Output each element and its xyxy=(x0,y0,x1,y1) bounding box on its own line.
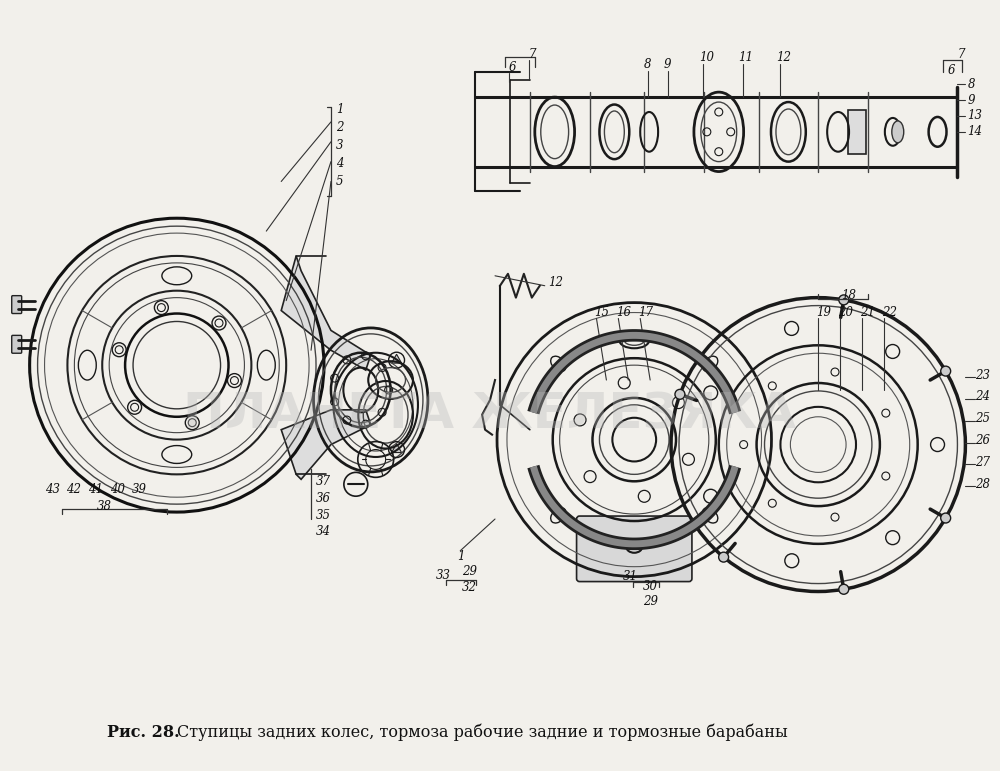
Circle shape xyxy=(941,366,951,376)
Text: 31: 31 xyxy=(623,570,638,583)
Text: 8: 8 xyxy=(644,58,652,71)
Text: 41: 41 xyxy=(88,483,103,496)
FancyBboxPatch shape xyxy=(577,516,692,581)
Polygon shape xyxy=(281,410,371,480)
Text: 12: 12 xyxy=(776,51,791,64)
Text: 6: 6 xyxy=(948,64,955,77)
Text: 4: 4 xyxy=(336,157,343,170)
Text: 2: 2 xyxy=(336,121,343,134)
Text: 24: 24 xyxy=(975,390,990,403)
Circle shape xyxy=(839,295,849,305)
Text: 16: 16 xyxy=(616,306,631,319)
Text: Рис. 28.: Рис. 28. xyxy=(107,724,180,741)
Text: 19: 19 xyxy=(816,306,831,319)
Text: 26: 26 xyxy=(975,434,990,447)
Text: 32: 32 xyxy=(462,581,477,594)
Text: 38: 38 xyxy=(97,500,112,513)
Text: 10: 10 xyxy=(699,51,714,64)
Text: 8: 8 xyxy=(967,78,975,91)
Polygon shape xyxy=(392,354,402,363)
Text: 11: 11 xyxy=(739,51,754,64)
Text: 37: 37 xyxy=(316,475,331,488)
Text: 1: 1 xyxy=(336,103,343,116)
Text: 3: 3 xyxy=(336,140,343,152)
FancyBboxPatch shape xyxy=(848,109,866,154)
Text: 28: 28 xyxy=(975,478,990,491)
Text: 1: 1 xyxy=(457,550,465,564)
Text: 21: 21 xyxy=(860,306,875,319)
Circle shape xyxy=(675,389,685,399)
Text: 20: 20 xyxy=(838,306,853,319)
Circle shape xyxy=(839,584,849,594)
Text: 5: 5 xyxy=(336,175,343,188)
Polygon shape xyxy=(392,443,402,453)
Text: 15: 15 xyxy=(594,306,609,319)
Ellipse shape xyxy=(892,121,904,143)
Text: 9: 9 xyxy=(967,93,975,106)
Text: 13: 13 xyxy=(967,109,982,123)
Text: Ступицы задних колес, тормоза рабочие задние и тормозные барабаны: Ступицы задних колес, тормоза рабочие за… xyxy=(177,724,788,741)
Text: 9: 9 xyxy=(664,58,672,71)
Text: 39: 39 xyxy=(132,483,147,496)
Circle shape xyxy=(941,513,951,523)
Text: 29: 29 xyxy=(462,565,477,578)
Circle shape xyxy=(719,552,729,562)
Text: 23: 23 xyxy=(975,369,990,382)
Text: 29: 29 xyxy=(643,595,658,608)
Text: 42: 42 xyxy=(66,483,81,496)
Text: 12: 12 xyxy=(548,276,563,289)
FancyBboxPatch shape xyxy=(12,335,22,353)
Text: 33: 33 xyxy=(435,569,450,582)
Text: 27: 27 xyxy=(975,456,990,469)
Text: 7: 7 xyxy=(529,48,536,61)
Polygon shape xyxy=(281,256,371,370)
Text: 34: 34 xyxy=(316,526,331,538)
Text: ПЛАНЕТА ЖЕЛЕЗЯКА: ПЛАНЕТА ЖЕЛЕЗЯКА xyxy=(183,391,797,439)
Text: 22: 22 xyxy=(882,306,897,319)
Text: 40: 40 xyxy=(110,483,125,496)
Text: 30: 30 xyxy=(643,580,658,593)
Text: 18: 18 xyxy=(841,289,856,302)
Text: 17: 17 xyxy=(638,306,653,319)
Text: 6: 6 xyxy=(509,61,516,74)
Text: 14: 14 xyxy=(967,126,982,138)
Text: 25: 25 xyxy=(975,412,990,426)
Text: 7: 7 xyxy=(957,48,965,61)
FancyBboxPatch shape xyxy=(12,295,22,314)
Text: 35: 35 xyxy=(316,509,331,521)
Text: 36: 36 xyxy=(316,492,331,505)
Text: 43: 43 xyxy=(45,483,60,496)
